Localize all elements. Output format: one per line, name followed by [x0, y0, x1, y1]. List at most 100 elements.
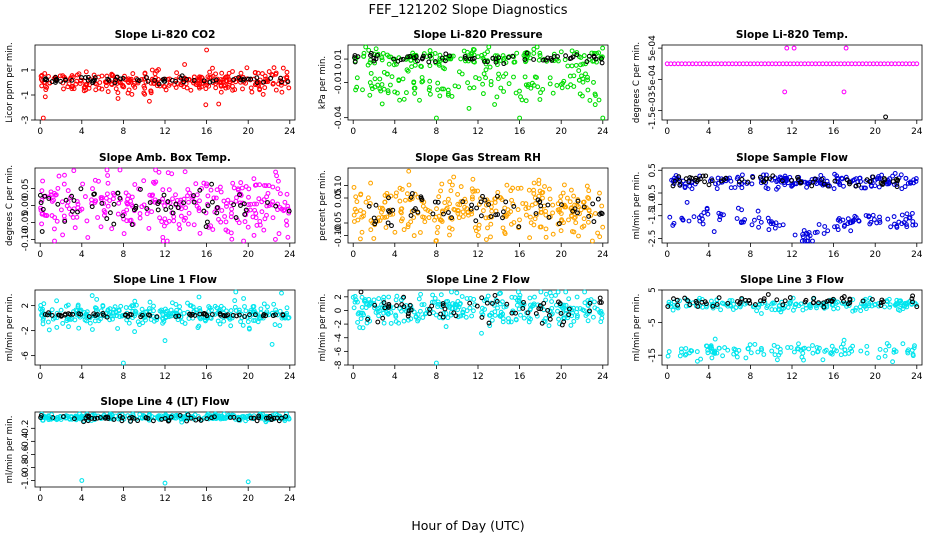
data-point: [594, 306, 600, 312]
data-point: [205, 193, 211, 199]
data-point: [689, 180, 695, 186]
data-point: [782, 298, 788, 304]
data-point: [550, 210, 556, 216]
x-tick-label: 16: [201, 372, 213, 382]
data-point: [279, 415, 284, 421]
data-point: [460, 312, 466, 318]
y-tick-label: 5: [648, 287, 658, 293]
data-point: [132, 182, 138, 187]
data-point: [853, 176, 859, 182]
data-point: [405, 222, 411, 227]
data-point: [382, 199, 388, 205]
data-point: [178, 75, 184, 81]
data-point: [143, 75, 149, 80]
x-tick-label: 8: [121, 127, 127, 137]
data-point: [394, 90, 400, 96]
data-point: [213, 77, 219, 83]
data-point: [90, 186, 95, 192]
data-point: [755, 208, 761, 214]
y-axis-label: ml/min per min.: [632, 172, 642, 240]
x-tick-label: 8: [434, 127, 440, 137]
data-point: [703, 173, 709, 179]
data-point: [406, 168, 412, 174]
data-point: [169, 300, 175, 306]
data-point: [526, 187, 532, 193]
data-point: [227, 79, 233, 85]
data-point: [353, 194, 359, 200]
data-point: [574, 294, 580, 300]
data-point: [427, 311, 433, 317]
data-point: [256, 196, 262, 202]
data-point: [150, 192, 156, 198]
data-point: [111, 417, 117, 422]
data-point: [472, 188, 478, 194]
data-point: [188, 87, 194, 93]
x-tick-label: 12: [786, 250, 797, 260]
data-point: [471, 85, 477, 91]
data-point: [225, 84, 231, 90]
data-point: [240, 86, 245, 92]
data-point: [499, 299, 505, 305]
data-point: [808, 305, 813, 311]
data-point: [874, 220, 880, 226]
data-point: [829, 343, 835, 349]
data-point: [352, 59, 358, 65]
data-point: [66, 206, 72, 212]
data-point: [244, 413, 250, 419]
data-point: [831, 306, 837, 312]
data-point: [739, 176, 745, 182]
data-point: [735, 205, 741, 211]
x-tick-label: 4: [79, 250, 85, 260]
data-point: [188, 415, 194, 421]
data-point: [447, 305, 452, 310]
panel-title: Slope Line 2 Flow: [426, 274, 530, 286]
data-point: [792, 232, 798, 238]
data-point: [842, 347, 848, 353]
data-point: [479, 295, 485, 301]
panel-4: Slope Amb. Box Temp.0 4 8 12 16 20 240.050.00-…: [5, 152, 296, 260]
data-point: [284, 305, 290, 311]
x-tick-label: 0: [350, 372, 356, 382]
data-point: [435, 87, 441, 93]
data-point: [377, 205, 383, 211]
data-point: [589, 238, 595, 244]
data-point: [799, 238, 805, 244]
data-point: [223, 74, 228, 80]
x-tick-label: 8: [748, 372, 754, 382]
data-point: [358, 289, 364, 295]
data-point: [284, 222, 290, 228]
data-point: [500, 209, 506, 215]
data-point: [71, 198, 77, 203]
data-point: [42, 94, 48, 100]
data-point: [74, 72, 80, 78]
data-point: [537, 199, 543, 205]
data-point: [57, 413, 63, 419]
data-point: [263, 415, 269, 421]
data-point: [549, 299, 555, 304]
data-point: [228, 323, 234, 329]
data-point: [787, 295, 793, 301]
data-point: [411, 208, 417, 213]
data-point: [458, 56, 464, 62]
data-point: [204, 416, 210, 422]
data-point: [508, 319, 514, 325]
data-point: [101, 200, 107, 206]
data-point: [45, 319, 51, 325]
data-point: [795, 177, 801, 183]
data-point: [485, 59, 490, 65]
data-point: [84, 318, 89, 324]
data-point: [419, 64, 424, 70]
data-point: [143, 309, 148, 315]
data-point: [489, 208, 495, 214]
data-point: [430, 211, 436, 217]
plot-frame: [661, 44, 923, 121]
data-point: [498, 85, 504, 91]
data-point: [554, 82, 560, 88]
data-point: [553, 292, 558, 298]
data-point: [445, 298, 451, 304]
data-point: [231, 77, 237, 82]
data-point: [558, 211, 564, 216]
data-point: [191, 77, 197, 83]
